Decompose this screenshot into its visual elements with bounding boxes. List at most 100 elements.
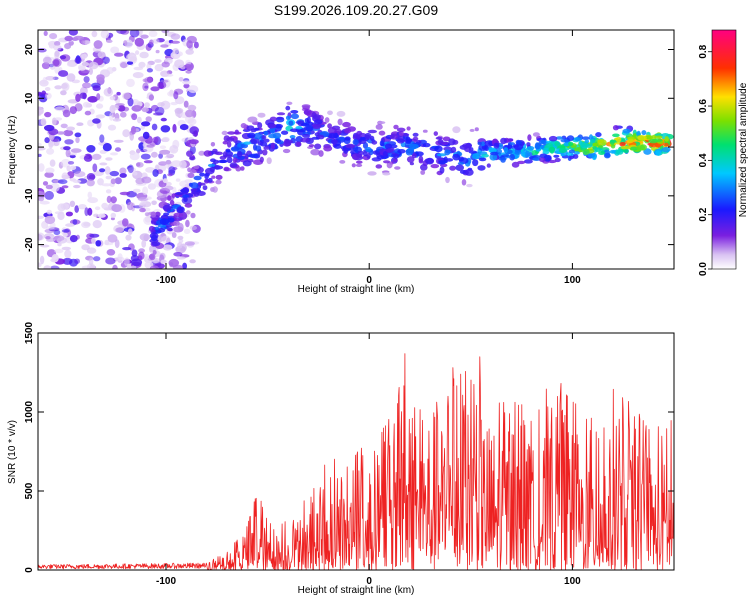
noise-blob (69, 106, 78, 115)
noise-blob (87, 207, 93, 216)
noise-blob (102, 56, 110, 64)
noise-blob (120, 111, 127, 118)
noise-blob (88, 67, 93, 75)
ridge-blob (664, 136, 669, 142)
ridge-blob (289, 128, 300, 133)
ridge-blob (390, 133, 398, 140)
ridge-blob (450, 146, 457, 153)
noise-blob (124, 257, 130, 267)
ridge-blob (422, 129, 428, 133)
ridge-blob (520, 151, 526, 157)
noise-blob (93, 213, 99, 218)
noise-blob (38, 142, 42, 147)
ridge-blob (464, 168, 474, 176)
noise-blob (39, 255, 45, 265)
ridge-blob (386, 161, 393, 169)
noise-blob (126, 61, 134, 65)
noise-blob (67, 99, 79, 104)
ridge-blob (171, 193, 176, 198)
noise-blob (110, 178, 116, 185)
noise-blob (62, 109, 71, 118)
noise-blob (146, 144, 155, 148)
noise-blob (61, 83, 68, 89)
ridge-blob (336, 110, 346, 117)
ridge-blob (261, 135, 267, 140)
noise-blob (131, 265, 137, 269)
noise-blob (148, 94, 154, 101)
noise-blob (185, 219, 190, 228)
ridge-blob (445, 158, 454, 162)
ridge-blob (285, 115, 291, 121)
ridge-blob (406, 156, 415, 163)
noise-blob (38, 147, 46, 151)
noise-blob (81, 62, 90, 67)
ridge-blob (449, 165, 456, 171)
ridge-blob (159, 218, 170, 226)
noise-blob (100, 30, 110, 39)
ridge-blob (249, 153, 259, 159)
noise-blob (170, 33, 181, 40)
ridge-blob (169, 199, 175, 206)
noise-blob (64, 43, 72, 50)
ridge-blob (214, 151, 223, 156)
snr-frame (37, 332, 675, 571)
ridge-blob (553, 154, 560, 158)
noise-blob (185, 70, 192, 74)
ridge-blob (176, 206, 185, 214)
ridge-blob (352, 139, 359, 146)
noise-blob (114, 239, 120, 249)
noise-blob (81, 53, 88, 59)
noise-blob (148, 30, 158, 37)
noise-blob (177, 242, 183, 249)
noise-blob (39, 200, 50, 205)
noise-blob (81, 40, 86, 45)
noise-blob (141, 239, 147, 248)
ridge-blob (163, 212, 170, 216)
ridge-blob (301, 104, 311, 108)
noise-blob (170, 101, 178, 106)
noise-blob (79, 92, 87, 99)
ridge-blob (193, 175, 202, 181)
noise-blob (192, 130, 198, 137)
noise-blob (122, 92, 131, 100)
noise-blob (92, 163, 98, 172)
ridge-blob (377, 121, 386, 125)
noise-blob (178, 77, 184, 82)
noise-blob (63, 129, 74, 137)
noise-blob (75, 93, 81, 102)
ridge-blob (526, 146, 535, 151)
noise-blob (111, 204, 123, 213)
ridge-blob (263, 130, 269, 136)
noise-blob (38, 106, 44, 115)
spectrogram-xtick-label: 0 (366, 275, 372, 286)
ridge-blob (318, 150, 324, 157)
noise-blob (50, 182, 60, 192)
ridge-blob (455, 164, 465, 171)
ridge-blob (517, 160, 526, 165)
ridge-blob (151, 220, 157, 225)
noise-blob (152, 38, 160, 44)
noise-blob (162, 73, 174, 77)
noise-blob (159, 149, 171, 155)
ridge-blob (267, 123, 277, 129)
noise-blob (164, 185, 174, 191)
ridge-blob (500, 137, 507, 145)
ridge-blob (393, 124, 399, 130)
noise-blob (110, 212, 117, 218)
noise-blob (45, 236, 51, 240)
noise-blob (162, 244, 173, 251)
ridge-blob (255, 145, 262, 152)
ridge-blob (466, 183, 473, 188)
ridge-blob (274, 138, 281, 144)
noise-blob (127, 97, 134, 107)
noise-blob (184, 64, 192, 69)
spectrogram-xlabel: Height of straight line (km) (298, 284, 415, 295)
noise-blob (49, 159, 56, 167)
snr-ylabel: SNR (10 * v/v) (7, 420, 18, 484)
noise-blob (84, 110, 92, 116)
ridge-blob (274, 123, 283, 129)
ridge-blob (173, 220, 180, 226)
ridge-blob (259, 156, 264, 163)
